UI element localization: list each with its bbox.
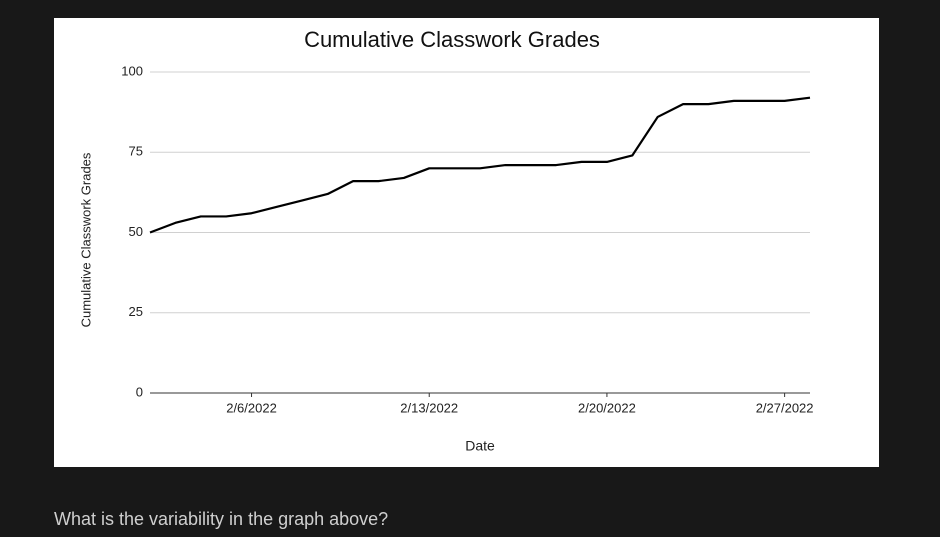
y-axis-label: Cumulative Classwork Grades — [78, 152, 93, 327]
y-tick-label: 25 — [129, 304, 143, 319]
y-tick-label: 50 — [129, 224, 143, 239]
x-tick-label: 2/27/2022 — [756, 400, 814, 415]
question-text: What is the variability in the graph abo… — [54, 509, 388, 529]
x-tick-label: 2/13/2022 — [400, 400, 458, 415]
x-tick-label: 2/6/2022 — [226, 400, 277, 415]
chart-title: Cumulative Classwork Grades — [304, 27, 600, 52]
data-line — [149, 96, 811, 234]
x-tick-label: 2/20/2022 — [578, 400, 636, 415]
y-tick-label: 0 — [136, 384, 143, 399]
plot: 0 25 50 75 100 2/6/2022 2/13/2022 2/20/2022 2/27… — [121, 63, 813, 415]
chart-panel — [54, 18, 879, 467]
x-axis-label: Date — [465, 438, 495, 454]
y-tick-label: 100 — [121, 63, 143, 78]
y-tick-label: 75 — [129, 144, 143, 159]
